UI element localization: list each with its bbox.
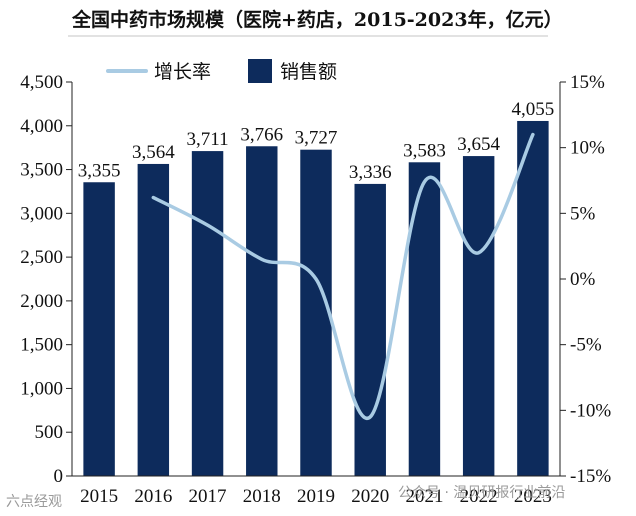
bar-2020 (354, 183, 386, 476)
right-axis-tick-label: 0% (570, 269, 596, 290)
left-axis-tick-label: 4,500 (20, 72, 63, 93)
left-axis-tick-label: 2,000 (20, 291, 63, 312)
bar-label-2023: 4,055 (512, 99, 555, 120)
bar-label-2016: 3,564 (132, 142, 175, 163)
bar-series (83, 120, 549, 477)
bar-data-labels: 3,355 3,564 3,711 3,766 3,727 3,336 3,583 3,654… (78, 99, 555, 183)
watermark-bottom-left: 六点经观 (6, 494, 62, 510)
bar-2018 (246, 146, 278, 476)
bar-2017 (191, 151, 224, 476)
right-axis-tick-label: -10% (570, 400, 611, 421)
left-axis-tick-label: 4,000 (20, 116, 63, 137)
bar-label-2021: 3,583 (403, 140, 446, 161)
right-axis-tick-label: -15% (570, 466, 611, 487)
bar-label-2020: 3,336 (349, 162, 392, 183)
x-axis-tick-label-2018: 2018 (243, 486, 281, 507)
x-axis-tick-label-2021: 2021 (405, 486, 443, 507)
growth-rate-series (151, 132, 535, 421)
growth-rate-line (151, 132, 535, 421)
x-axis-tick-label-2015: 2015 (80, 486, 118, 507)
x-axis-tick-label-2023: 2023 (514, 486, 552, 507)
bar-label-2017: 3,711 (187, 129, 229, 150)
left-axis-tick-label: 3,500 (20, 160, 63, 181)
bar-2016 (137, 163, 170, 476)
left-axis-tick-label: 2,500 (20, 247, 63, 268)
bar-2019 (300, 149, 332, 476)
left-axis-tick-label: 1,000 (20, 378, 63, 399)
x-axis-tick-label-2016: 2016 (134, 486, 172, 507)
x-axis-tick-label-2020: 2020 (351, 486, 389, 507)
right-axis-tick-label: -5% (570, 335, 602, 356)
left-axis-tick-label: 1,500 (20, 335, 63, 356)
bar-2022 (462, 156, 495, 476)
left-axis-tick-label: 500 (35, 422, 64, 443)
legend-label-growth-rate: 增长率 (154, 61, 211, 83)
bar-label-2022: 3,654 (457, 134, 500, 155)
legend: 增长率 销售额 (106, 59, 337, 83)
left-axis: 0 500 1,000 1,500 2,000 2,500 3,000 3,500 4,000 4… (20, 72, 73, 487)
bar-label-2018: 3,766 (240, 124, 283, 145)
legend-label-sales: 销售额 (280, 61, 337, 83)
x-axis-tick-label-2019: 2019 (297, 486, 335, 507)
right-axis: -15% -10% -5% 0% 5% 10% 15% (559, 72, 611, 487)
watermark-bottom-right: 公众号 · 温贝研报行业前沿 (398, 484, 565, 501)
x-axis-tick-label-2022: 2022 (460, 486, 498, 507)
bar-label-2015: 3,355 (78, 160, 121, 181)
right-axis-tick-label: 15% (570, 72, 605, 93)
bar-2015 (83, 182, 115, 477)
left-axis-tick-label: 0 (54, 466, 64, 487)
right-axis-tick-label: 10% (570, 138, 605, 159)
chart-title: 全国中药市场规模（医院+药店，2015-2023年，亿元） (71, 8, 563, 31)
left-axis-tick-label: 3,000 (20, 203, 63, 224)
x-axis-tick-label-2017: 2017 (189, 486, 227, 507)
bar-2023 (517, 120, 549, 476)
bar-label-2019: 3,727 (295, 128, 338, 149)
right-axis-tick-label: 5% (570, 203, 596, 224)
legend-bar-swatch (248, 59, 272, 83)
x-axis: 2015 2016 2017 2018 2019 2020 2021 2022 2023 (72, 475, 560, 507)
